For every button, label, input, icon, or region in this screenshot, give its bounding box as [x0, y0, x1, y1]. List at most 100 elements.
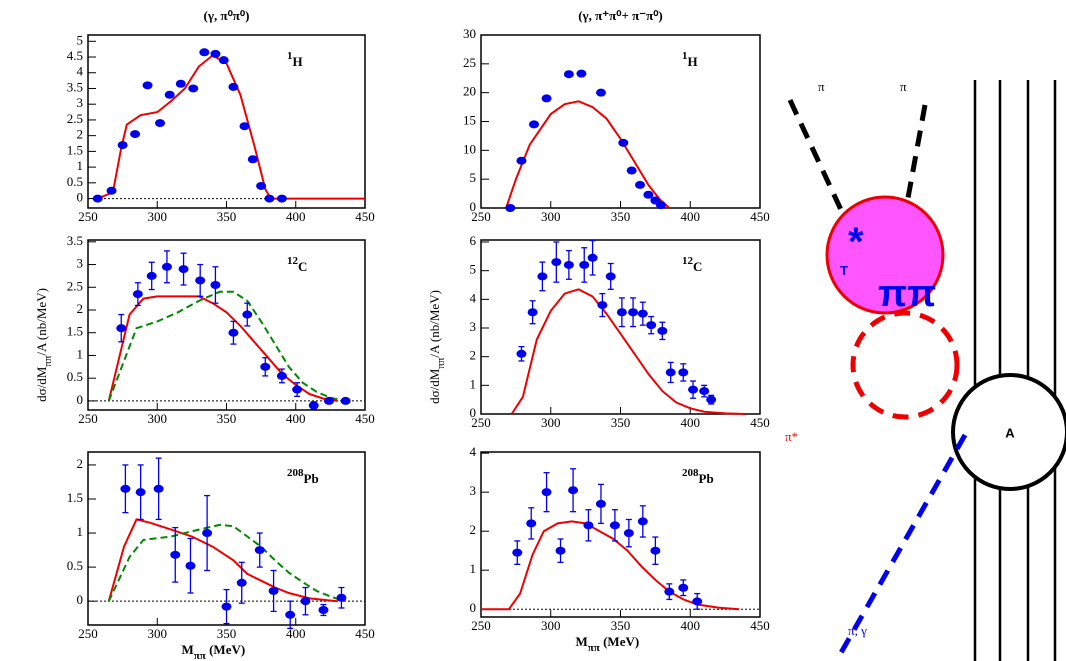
data-point	[526, 519, 536, 527]
data-point	[93, 195, 103, 203]
data-point	[678, 584, 688, 592]
data-point	[165, 91, 175, 99]
nucleus-mass: 208	[682, 467, 699, 479]
label-sub: ππ	[42, 355, 54, 367]
data-point	[237, 579, 247, 587]
y-tick-label: 4.5	[67, 48, 83, 63]
data-point	[568, 486, 578, 494]
label-main: M	[576, 634, 588, 649]
y-tick-label: 1.5	[67, 324, 83, 339]
label-sub: ππ	[194, 650, 206, 661]
data-point	[635, 181, 645, 189]
data-point	[596, 500, 606, 508]
label-main: dσ/dM	[427, 368, 442, 404]
y-tick-label: 3	[470, 483, 477, 498]
data-point	[583, 521, 593, 529]
x-tick-label: 300	[541, 415, 561, 430]
data-point	[699, 387, 709, 395]
nucleus-symbol: C	[298, 259, 307, 274]
data-point	[147, 272, 157, 280]
figure: π π T*ππ A π* π, γ 250 300 350 400 450 0 0.5 1 1…	[0, 0, 1066, 661]
data-point	[666, 368, 676, 376]
label-main: M	[182, 642, 194, 657]
data-point	[176, 80, 186, 88]
data-point	[646, 321, 656, 329]
nucleus-symbol: Pb	[699, 471, 714, 486]
diagram: π π T*ππ A π* π, γ	[785, 79, 1066, 661]
y-tick-label: 1.5	[67, 142, 83, 157]
data-point	[597, 301, 607, 309]
plot-frame	[481, 35, 760, 208]
y-tick-label: 6	[470, 233, 477, 248]
data-point	[202, 529, 212, 537]
data-point	[528, 308, 538, 316]
nucleus-label: 12C	[287, 255, 307, 274]
data-point	[596, 89, 606, 97]
data-point	[228, 329, 238, 337]
model-curve	[481, 521, 739, 609]
label-main: dσ/dM	[34, 366, 49, 402]
y-tick-label: 3	[470, 319, 477, 334]
data-point	[324, 397, 334, 405]
pi-star-label: π*	[785, 429, 798, 444]
x-tick-label: 250	[78, 626, 98, 641]
y-tick-label: 2	[470, 348, 477, 363]
data-point	[564, 261, 574, 269]
x-tick-label: 300	[148, 411, 168, 426]
data-point	[618, 139, 628, 147]
data-point	[650, 547, 660, 555]
x-tick-label: 450	[750, 618, 770, 633]
data-point	[692, 597, 702, 605]
y-tick-label: 2	[77, 301, 84, 316]
x-tick-label: 350	[217, 209, 237, 224]
data-point	[107, 187, 117, 195]
x-tick-label: 350	[217, 411, 237, 426]
data-point	[579, 261, 589, 269]
t-symbol: T	[840, 263, 848, 278]
x-tick-label: 450	[355, 626, 375, 641]
nucleus-mass: 208	[287, 467, 304, 479]
nucleus-label: 12C	[682, 255, 702, 274]
x-tick-label: 450	[355, 209, 375, 224]
x-tick-label: 400	[286, 209, 306, 224]
data-point	[116, 324, 126, 332]
nucleus-label: A	[1005, 425, 1015, 440]
data-point	[195, 276, 205, 284]
y-tick-label: 2.5	[67, 278, 83, 293]
data-point	[188, 84, 198, 92]
panel: 250300350400450051015202530(γ, π⁺π⁰+ π⁻π…	[463, 8, 770, 224]
data-point	[199, 48, 209, 56]
nucleus-label: 1H	[682, 50, 698, 69]
data-point	[341, 397, 351, 405]
y-tick-label: 1.5	[67, 490, 83, 505]
x-tick-label: 250	[471, 618, 491, 633]
t-sub: ππ	[878, 273, 936, 315]
label-rest: /A (nb/MeV)	[427, 290, 442, 358]
y-tick-label: 5	[470, 262, 477, 277]
x-tick-label: 350	[611, 209, 631, 224]
data-point	[588, 254, 598, 262]
data-point	[269, 587, 279, 595]
data-point	[610, 521, 620, 529]
y-tick-label: 1	[77, 524, 84, 539]
y-tick-label: 20	[463, 84, 476, 99]
column-title: (γ, π⁺π⁰+ π⁻π⁰)	[578, 8, 663, 23]
data-point	[617, 308, 627, 316]
data-point	[277, 372, 287, 380]
data-point	[627, 167, 637, 175]
data-point	[179, 265, 189, 273]
data-point	[657, 327, 667, 335]
pi-label: π	[818, 79, 825, 94]
data-point	[162, 263, 172, 271]
y-tick-label: 0.5	[67, 174, 83, 189]
x-tick-label: 400	[286, 411, 306, 426]
label-sub: ππ	[435, 357, 447, 369]
data-point	[529, 120, 539, 128]
model-curve	[109, 519, 337, 601]
y-tick-label: 0.5	[67, 558, 83, 573]
x-tick-label: 450	[750, 415, 770, 430]
data-point	[285, 611, 295, 619]
data-point	[170, 551, 180, 559]
y-tick-label: 0	[470, 600, 477, 615]
